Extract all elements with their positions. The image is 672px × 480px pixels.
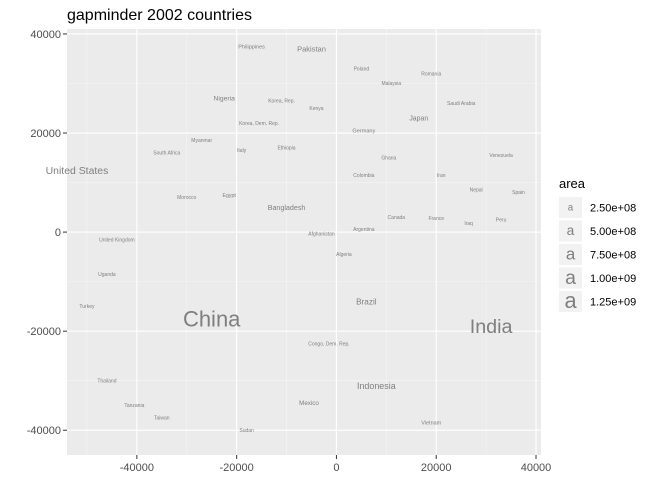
legend-key-glyph: a bbox=[564, 288, 577, 313]
plot-panel bbox=[67, 29, 541, 455]
country-label: Brazil bbox=[356, 297, 377, 306]
legend-label: 1.00e+09 bbox=[590, 273, 636, 285]
y-tick-label: -40000 bbox=[27, 425, 61, 437]
country-label: France bbox=[428, 216, 444, 222]
x-tick-label: 0 bbox=[333, 462, 339, 474]
axes: -40000 -20000 0 20000 40000 -40000 -20000 0 2000… bbox=[27, 29, 552, 474]
country-label: South Africa bbox=[153, 151, 180, 157]
legend-label: 2.50e+08 bbox=[590, 203, 636, 215]
country-label: Japan bbox=[409, 116, 428, 123]
legend-key-glyph: a bbox=[567, 223, 575, 238]
chart-title: gapminder 2002 countries bbox=[67, 7, 252, 24]
country-label: Turkey bbox=[79, 304, 95, 310]
country-label: Vietnam bbox=[421, 421, 441, 427]
country-label: Indonesia bbox=[357, 381, 396, 391]
country-label: Argentina bbox=[353, 227, 375, 233]
country-label: Spain bbox=[512, 190, 525, 196]
country-label: Congo, Dem. Rep. bbox=[308, 341, 349, 347]
country-labels: Philippines Pakistan Poland Romania Malaysia… bbox=[46, 44, 526, 434]
y-tick-label: 0 bbox=[55, 227, 61, 239]
x-tick-label: 40000 bbox=[521, 462, 552, 474]
country-label: United States bbox=[46, 166, 109, 177]
grid-lines bbox=[67, 29, 541, 455]
country-label: Ghana bbox=[381, 156, 396, 162]
legend: area a 2.50e+08 a 5.00e+08 a 7.50e+08 a 1.00e+0… bbox=[559, 176, 636, 313]
y-tick-label: 20000 bbox=[30, 128, 61, 140]
country-label: Kenya bbox=[309, 106, 323, 112]
country-label: Mexico bbox=[299, 400, 319, 407]
country-label: Afghanistan bbox=[308, 231, 335, 237]
country-label: Myanmar bbox=[191, 138, 212, 144]
country-label: United Kingdom bbox=[99, 237, 135, 243]
country-label: Morocco bbox=[177, 195, 196, 201]
legend-key bbox=[559, 244, 582, 265]
x-tick-label: -20000 bbox=[220, 462, 254, 474]
country-label: Egypt bbox=[222, 193, 236, 199]
country-label: Taiwan bbox=[154, 416, 170, 422]
legend-label: 1.25e+09 bbox=[590, 297, 636, 309]
legend-key-glyph: a bbox=[565, 267, 576, 289]
country-label: Poland bbox=[354, 66, 370, 72]
country-label: India bbox=[470, 316, 513, 338]
country-label: Iran bbox=[437, 173, 446, 179]
country-label: Korea, Rep. bbox=[268, 99, 295, 105]
country-label: Philippines bbox=[238, 44, 265, 50]
country-label: Italy bbox=[237, 148, 247, 154]
y-tick-label: -20000 bbox=[27, 326, 61, 338]
x-tick-label: 20000 bbox=[421, 462, 452, 474]
country-label: Uganda bbox=[98, 272, 116, 278]
y-tick-label: 40000 bbox=[30, 29, 61, 41]
country-label: Peru bbox=[496, 217, 507, 223]
country-label: China bbox=[183, 306, 241, 331]
legend-key bbox=[559, 197, 582, 218]
country-label: Venezuela bbox=[489, 153, 513, 159]
country-label: Nepal bbox=[470, 188, 483, 194]
country-label: Iraq bbox=[464, 221, 473, 227]
country-label: Colombia bbox=[353, 173, 374, 179]
legend-key bbox=[559, 267, 582, 289]
country-label: Sudan bbox=[239, 428, 254, 434]
country-label: Ethiopia bbox=[277, 146, 295, 152]
country-label: Bangladesh bbox=[268, 204, 306, 212]
country-label: Saudi Arabia bbox=[447, 101, 476, 107]
country-label: Canada bbox=[388, 215, 406, 221]
legend-key bbox=[559, 291, 582, 312]
country-label: Tanzania bbox=[124, 403, 144, 409]
country-label: Korea, Dem. Rep. bbox=[239, 121, 279, 127]
x-tick-label: -40000 bbox=[120, 462, 154, 474]
country-label: Romania bbox=[421, 71, 441, 77]
country-label: Malaysia bbox=[381, 81, 401, 87]
legend-key-glyph: a bbox=[566, 245, 576, 264]
legend-key-glyph: a bbox=[568, 202, 574, 213]
country-label: Nigeria bbox=[213, 96, 235, 103]
legend-items: a 2.50e+08 a 5.00e+08 a 7.50e+08 a 1.00e+09 a 1.2… bbox=[559, 197, 636, 313]
country-label: Algeria bbox=[336, 252, 352, 258]
country-label: Thailand bbox=[97, 378, 116, 384]
country-label: Germany bbox=[352, 128, 375, 134]
legend-title: area bbox=[559, 176, 586, 191]
legend-label: 5.00e+08 bbox=[590, 226, 636, 238]
legend-key bbox=[559, 220, 582, 242]
country-label: Pakistan bbox=[297, 44, 326, 53]
legend-label: 7.50e+08 bbox=[590, 250, 636, 262]
